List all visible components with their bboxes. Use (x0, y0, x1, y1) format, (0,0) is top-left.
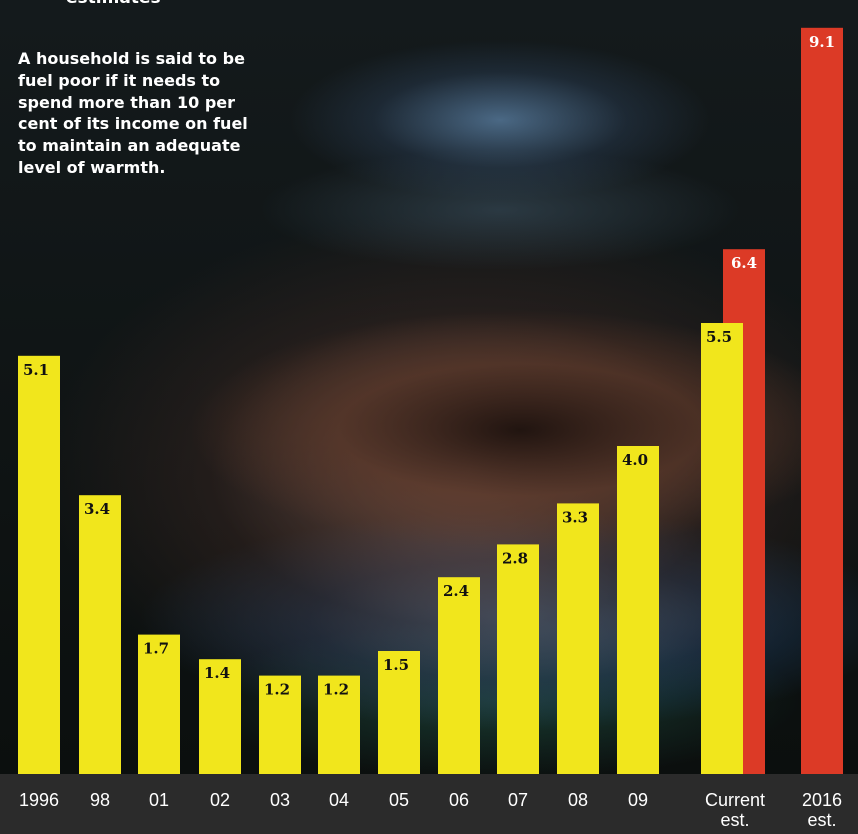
x-tick-label-1: 98 (90, 790, 110, 810)
actual-bar-11 (701, 323, 743, 774)
tick-labels-layer: 1996 98 01 02 03 04 05 06 07 08 09 Current est. 2016 e… (19, 790, 842, 830)
actual-bar-8-value-label: 2.8 (502, 549, 528, 567)
actual-bar-1-value-label: 3.4 (84, 500, 110, 518)
actual-bar-2-value-label: 1.7 (143, 640, 169, 658)
bars-layer (18, 27, 843, 775)
actual-bar-9-value-label: 3.3 (562, 508, 588, 526)
x-tick-label-4: 03 (270, 790, 290, 810)
actual-bar-6 (378, 651, 420, 774)
x-tick-label-9: 08 (568, 790, 588, 810)
x-tick-label-3: 02 (210, 790, 230, 810)
actual-bar-4 (259, 675, 301, 774)
x-axis-band (0, 774, 858, 834)
actual-bar-7 (438, 577, 480, 774)
estimate-bar-11-value-label: 6.4 (731, 254, 757, 272)
x-tick-label-11: Current est. (705, 790, 765, 830)
actual-bar-2 (138, 634, 180, 774)
actual-bar-9 (557, 503, 599, 774)
actual-bar-0 (18, 355, 60, 774)
actual-bar-10-value-label: 4.0 (622, 451, 648, 469)
x-tick-label-12: 2016 est. (802, 790, 842, 830)
intro-text: A household is said to be fuel poor if i… (18, 49, 248, 177)
x-tick-label-7: 06 (449, 790, 469, 810)
actual-bar-7-value-label: 2.4 (443, 582, 469, 600)
estimate-bar-12 (801, 27, 843, 775)
value-labels-layer: 6.4 9.1 5.1 3.4 1.7 1.4 1.2 1.2 1.5 2.4 2.8 3.3 4.0 5… (23, 33, 835, 699)
x-tick-label-5: 04 (329, 790, 349, 810)
actual-bar-3 (199, 659, 241, 774)
x-tick-label-0: 1996 (19, 790, 59, 810)
x-tick-label-8: 07 (508, 790, 528, 810)
actual-bar-5-value-label: 1.2 (323, 681, 349, 699)
actual-bar-5 (318, 675, 360, 774)
actual-bar-6-value-label: 1.5 (383, 656, 409, 674)
actual-bar-4-value-label: 1.2 (264, 681, 290, 699)
x-tick-label-10: 09 (628, 790, 648, 810)
actual-bar-3-value-label: 1.4 (204, 664, 230, 682)
header-fragment: estimates (66, 0, 161, 8)
x-tick-label-6: 05 (389, 790, 409, 810)
estimate-bar-12-value-label: 9.1 (809, 33, 835, 51)
actual-bar-1 (79, 495, 121, 774)
actual-bar-10 (617, 446, 659, 774)
x-tick-label-2: 01 (149, 790, 169, 810)
actual-bar-0-value-label: 5.1 (23, 361, 49, 379)
actual-bar-8 (497, 544, 539, 774)
actual-bar-11-value-label: 5.5 (706, 328, 732, 346)
